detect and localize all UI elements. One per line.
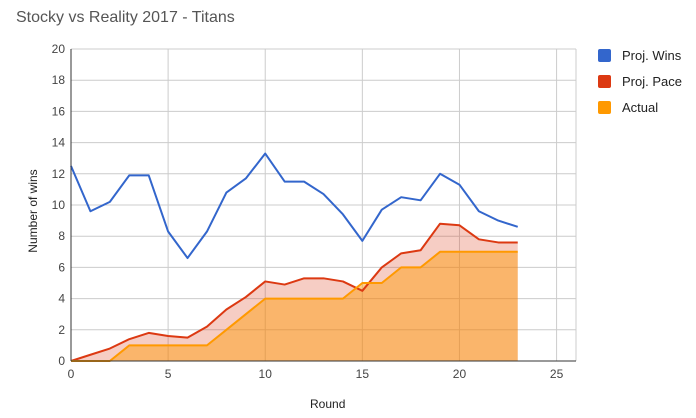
series-areas (71, 223, 518, 361)
y-tick-label-0: 0 (58, 354, 65, 368)
line-proj-pace (70, 222, 518, 362)
y-tick-label-6: 6 (58, 260, 65, 274)
line-actual (71, 250, 518, 362)
legend-item-actual[interactable]: Actual (598, 94, 682, 120)
y-tick-label-2: 2 (58, 323, 65, 337)
chart-title: Stocky vs Reality 2017 - Titans (16, 9, 235, 26)
gridlines (71, 48, 577, 361)
legend-item-proj-wins[interactable]: Proj. Wins (598, 42, 682, 68)
axes (70, 49, 576, 362)
line-proj-wins (70, 152, 519, 260)
x-tick-label-25: 25 (550, 367, 564, 381)
tick-labels: 0 2 4 6 8 10 12 14 16 18 20 0 5 10 15 20 25 (52, 42, 564, 381)
legend-swatch-proj-wins (598, 48, 611, 62)
x-tick-label-10: 10 (259, 367, 273, 381)
legend-swatch-proj-pace (598, 74, 611, 88)
series-lines (70, 152, 519, 362)
y-tick-label-18: 18 (52, 73, 66, 87)
y-tick-label-20: 20 (52, 42, 66, 56)
y-tick-label-16: 16 (52, 104, 66, 118)
y-tick-label-12: 12 (52, 167, 66, 181)
y-tick-label-8: 8 (58, 229, 65, 243)
x-tick-label-20: 20 (453, 367, 467, 381)
area-proj-pace (71, 223, 518, 361)
legend-item-proj-pace[interactable]: Proj. Pace (598, 68, 682, 94)
legend-label-actual: Actual (622, 99, 659, 115)
area-actual (71, 251, 518, 361)
x-tick-label-5: 5 (165, 367, 172, 381)
y-axis-label: Number of wins (26, 169, 40, 253)
y-tick-label-14: 14 (52, 136, 66, 150)
y-tick-label-4: 4 (58, 292, 65, 306)
legend-label-proj-wins: Proj. Wins (622, 47, 682, 63)
x-tick-label-15: 15 (356, 367, 370, 381)
legend-swatch-actual (598, 100, 611, 114)
y-tick-label-10: 10 (52, 198, 66, 212)
x-tick-label-0: 0 (68, 367, 75, 381)
legend-label-proj-pace: Proj. Pace (622, 73, 682, 89)
x-axis-label: Round (310, 397, 346, 411)
legend: Proj. Wins Proj. Pace Actual (598, 42, 682, 120)
